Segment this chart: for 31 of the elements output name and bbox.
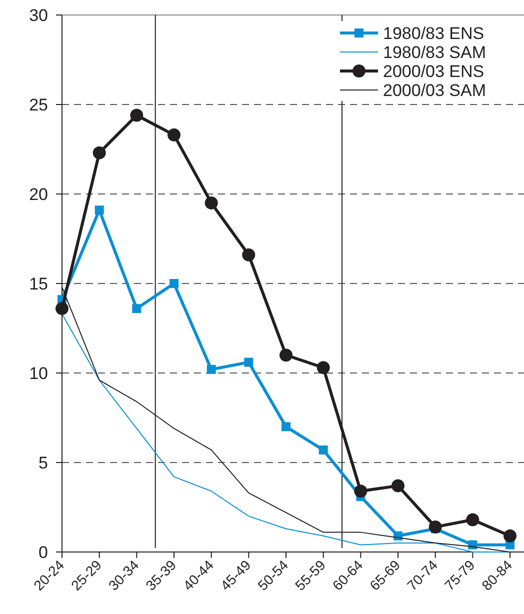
legend-label: 1980/83 SAM xyxy=(383,42,486,62)
point xyxy=(354,484,368,498)
point xyxy=(206,364,216,374)
point xyxy=(130,108,144,122)
legend-label: 1980/83 ENS xyxy=(383,24,484,43)
point xyxy=(392,479,404,492)
y-tick-label: 30 xyxy=(29,6,48,25)
point xyxy=(92,146,106,160)
y-tick-label: 0 xyxy=(38,542,48,562)
point xyxy=(280,348,292,362)
legend-label: 2000/03 SAM xyxy=(383,80,486,100)
point xyxy=(168,128,180,142)
point xyxy=(94,206,104,215)
y-tick-label: 5 xyxy=(38,453,48,472)
y-tick-label: 25 xyxy=(29,95,48,114)
point xyxy=(318,445,328,454)
point xyxy=(504,529,516,542)
point xyxy=(428,520,442,534)
point xyxy=(316,361,330,374)
point xyxy=(170,279,178,288)
legend-label: 2000/03 ENS xyxy=(383,62,484,81)
point xyxy=(244,358,254,367)
point xyxy=(204,196,218,210)
point xyxy=(282,422,290,432)
point xyxy=(242,248,256,262)
y-tick-label: 15 xyxy=(29,274,48,294)
point xyxy=(56,302,68,316)
point xyxy=(132,304,142,314)
point xyxy=(466,513,480,526)
y-tick-label: 20 xyxy=(29,184,48,204)
y-tick-label: 10 xyxy=(29,364,48,383)
